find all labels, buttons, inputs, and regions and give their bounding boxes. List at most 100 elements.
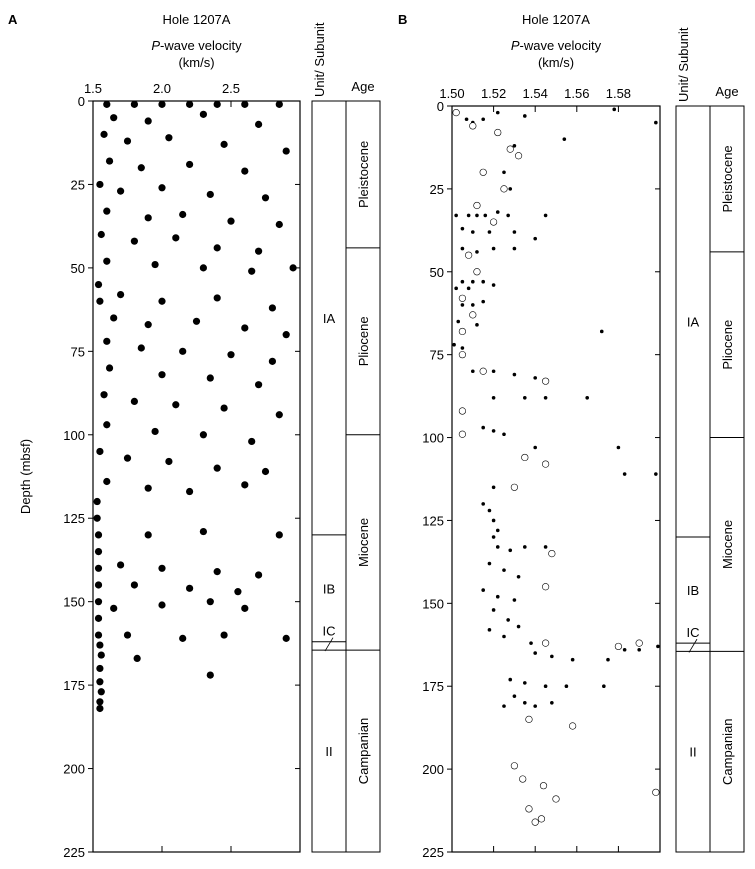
x-tick-label: 2.5 bbox=[222, 81, 240, 96]
chart-title: Hole 1207A bbox=[522, 12, 590, 27]
x-tick-label: 1.58 bbox=[606, 86, 631, 101]
data-point bbox=[130, 100, 138, 108]
data-point bbox=[539, 782, 548, 790]
data-point bbox=[494, 128, 502, 137]
data-point bbox=[491, 283, 496, 287]
data-point bbox=[637, 647, 641, 652]
data-point bbox=[199, 527, 207, 536]
x-axis-label-italic: P bbox=[151, 38, 160, 53]
data-point bbox=[552, 795, 560, 803]
data-point bbox=[117, 290, 125, 299]
age-column bbox=[709, 105, 745, 853]
data-point bbox=[543, 684, 548, 689]
data-point bbox=[123, 454, 132, 462]
data-point bbox=[460, 226, 465, 231]
data-point bbox=[96, 698, 104, 706]
data-point bbox=[151, 427, 159, 436]
data-point bbox=[465, 251, 473, 259]
data-point bbox=[96, 678, 104, 686]
data-point bbox=[464, 117, 469, 122]
data-point bbox=[512, 230, 517, 234]
data-point bbox=[473, 268, 481, 276]
y-tick-label: 200 bbox=[422, 762, 444, 777]
data-point bbox=[541, 460, 550, 468]
data-point bbox=[481, 425, 486, 430]
data-point bbox=[481, 299, 486, 304]
data-point bbox=[481, 588, 486, 592]
data-point bbox=[158, 297, 166, 305]
age-header: Age bbox=[715, 84, 738, 99]
data-point bbox=[97, 230, 105, 239]
data-point bbox=[137, 344, 145, 352]
data-point bbox=[268, 304, 276, 312]
data-point bbox=[110, 314, 118, 322]
data-point bbox=[275, 531, 283, 539]
data-point bbox=[543, 213, 548, 218]
data-point bbox=[471, 369, 475, 374]
y-axis-label: Depth (mbsf) bbox=[18, 439, 33, 514]
data-point bbox=[199, 110, 207, 118]
data-point bbox=[487, 508, 492, 513]
data-point bbox=[562, 137, 567, 141]
x-axis-label-text: -wave velocity bbox=[520, 38, 602, 53]
data-point bbox=[103, 100, 111, 108]
data-point bbox=[172, 401, 180, 409]
data-point bbox=[179, 634, 187, 642]
data-point bbox=[516, 575, 521, 579]
data-point bbox=[94, 548, 103, 556]
data-point bbox=[117, 187, 125, 195]
data-point bbox=[96, 704, 104, 713]
data-point bbox=[158, 100, 166, 108]
unit-label: IA bbox=[323, 311, 336, 326]
data-point bbox=[491, 429, 496, 433]
data-point bbox=[521, 453, 529, 462]
data-point bbox=[533, 704, 537, 708]
data-point bbox=[165, 134, 173, 142]
data-point bbox=[94, 631, 103, 639]
y-tick-label: 125 bbox=[63, 511, 85, 526]
data-point bbox=[458, 327, 467, 336]
y-tick-label: 225 bbox=[63, 845, 85, 860]
data-point bbox=[525, 715, 533, 723]
data-point bbox=[103, 207, 111, 215]
data-point bbox=[516, 624, 521, 629]
data-point bbox=[452, 109, 460, 117]
unit-header: Unit/ Subunit bbox=[676, 27, 691, 102]
data-point bbox=[479, 168, 487, 176]
data-point bbox=[523, 545, 527, 549]
data-point bbox=[487, 230, 492, 234]
data-point bbox=[234, 588, 242, 596]
data-point bbox=[220, 140, 228, 148]
data-point bbox=[179, 210, 187, 219]
data-point bbox=[656, 644, 660, 649]
data-point bbox=[473, 201, 481, 210]
y-tick-label: 50 bbox=[71, 261, 85, 276]
data-point bbox=[133, 654, 141, 663]
plot-frame bbox=[92, 100, 301, 853]
y-tick-label: 75 bbox=[430, 348, 444, 363]
unit-label: IC bbox=[687, 625, 700, 640]
data-point bbox=[475, 250, 479, 254]
data-point bbox=[495, 545, 500, 549]
age-label: Miocene bbox=[356, 518, 371, 567]
data-point bbox=[654, 120, 658, 125]
data-point bbox=[523, 681, 527, 685]
data-point bbox=[491, 608, 496, 612]
data-point bbox=[93, 514, 101, 522]
data-point bbox=[606, 657, 610, 662]
data-point bbox=[550, 654, 554, 659]
data-point bbox=[466, 286, 471, 291]
data-point bbox=[502, 432, 506, 437]
data-point bbox=[495, 210, 500, 214]
unit-column bbox=[311, 100, 347, 853]
data-point bbox=[213, 100, 221, 108]
data-point bbox=[261, 467, 270, 476]
data-point bbox=[481, 279, 486, 284]
data-point bbox=[93, 497, 101, 506]
data-point bbox=[469, 122, 477, 130]
data-point bbox=[275, 100, 283, 108]
data-point bbox=[616, 445, 621, 450]
data-point bbox=[512, 598, 517, 602]
data-point bbox=[105, 157, 114, 165]
data-point bbox=[158, 184, 166, 192]
